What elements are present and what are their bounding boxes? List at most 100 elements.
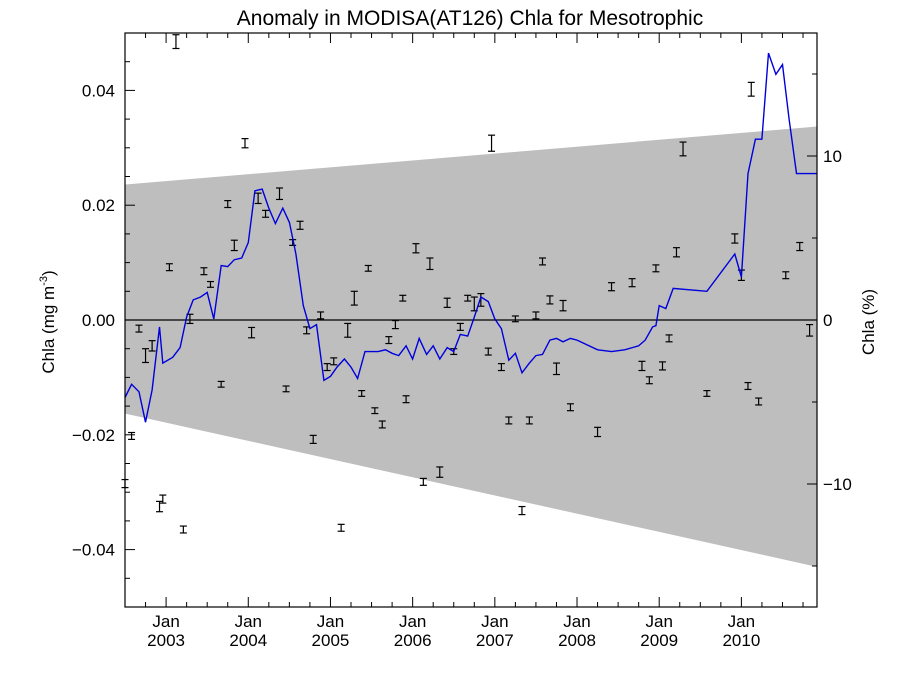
chart-title: Anomaly in MODISA(AT126) Chla for Mesotr…	[237, 7, 703, 30]
error-bar-18	[254, 192, 262, 205]
error-bar-36	[385, 336, 393, 345]
error-bar-20	[276, 187, 284, 201]
error-bar-54	[511, 315, 519, 323]
x-tick-month: Jan	[152, 612, 179, 631]
band-area	[125, 126, 817, 567]
error-bar-35	[378, 420, 386, 429]
y-tick-label: 0.02	[82, 196, 115, 215]
uncertainty-band	[125, 126, 817, 567]
y2-tick-label: 0	[823, 311, 832, 330]
x-tick-month: Jan	[317, 612, 344, 631]
error-bar-58	[539, 257, 547, 266]
error-bar-56	[525, 416, 533, 425]
error-bar-33	[364, 264, 372, 272]
error-bar-29	[337, 523, 345, 532]
x-axis: Jan2003Jan2004Jan2005Jan2006Jan2007Jan20…	[124, 33, 804, 650]
error-bar-39	[402, 395, 410, 404]
error-bar-72	[679, 141, 687, 157]
y-axis-right-label: Chla (%)	[859, 289, 878, 355]
x-tick-month: Jan	[481, 612, 508, 631]
error-bar-47	[464, 294, 472, 302]
error-bar-11	[200, 267, 208, 276]
error-bar-27	[323, 363, 331, 372]
x-tick-month: Jan	[563, 612, 590, 631]
anomaly-line	[124, 52, 817, 423]
error-bar-37	[391, 319, 399, 330]
error-bar-13	[217, 380, 225, 388]
error-bar-12	[206, 280, 214, 288]
error-bar-4	[148, 340, 156, 352]
y2-tick-label: 10	[823, 147, 842, 166]
y-axis-left: 0.04 0.02 0.00 −0.02 −0.04	[72, 32, 135, 608]
error-bar-65	[628, 278, 636, 288]
x-tick-month: Jan	[235, 612, 262, 631]
error-bar-63	[594, 426, 602, 438]
error-bar-7	[165, 263, 173, 272]
error-bar-2	[135, 324, 143, 333]
x-tick-month: Jan	[645, 612, 672, 631]
error-bar-9	[179, 525, 187, 534]
error-bar-50	[484, 347, 492, 356]
x-tick-year: 2009	[640, 631, 678, 650]
y-axis-left-label-main: Chla (mg m	[39, 286, 58, 374]
error-bar-55	[518, 505, 526, 516]
error-bar-28	[330, 357, 338, 366]
error-bar-74	[731, 233, 739, 244]
error-bar-70	[665, 334, 673, 343]
error-bar-26	[317, 311, 325, 320]
error-bar-19	[262, 209, 270, 218]
y-tick-label: −0.02	[72, 426, 115, 445]
error-bar-66	[638, 360, 646, 372]
x-tick-year: 2003	[147, 631, 185, 650]
y-axis-left-label-sup: -3	[38, 276, 50, 286]
error-bar-61	[559, 299, 567, 312]
error-bar-71	[672, 247, 680, 258]
error-bar-76	[744, 381, 752, 391]
x-tick-year: 2006	[394, 631, 432, 650]
error-bar-34	[371, 407, 379, 415]
error-bar-3	[142, 348, 150, 364]
error-bar-21	[282, 385, 290, 393]
error-bar-41	[419, 477, 427, 486]
error-bar-14	[224, 200, 232, 209]
x-tick-month: Jan	[728, 612, 755, 631]
error-bar-69	[658, 361, 666, 371]
anomaly-line-path	[124, 52, 817, 423]
error-bar-31	[350, 290, 358, 306]
error-bar-40	[412, 243, 420, 254]
error-bar-51	[488, 134, 496, 152]
error-bar-80	[796, 241, 804, 252]
error-bar-64	[608, 282, 616, 292]
error-bar-6	[159, 494, 167, 504]
error-bar-67	[645, 376, 653, 385]
error-bar-25	[309, 434, 317, 445]
error-bar-79	[782, 271, 790, 280]
error-bar-32	[358, 390, 366, 397]
x-tick-year: 2008	[558, 631, 596, 650]
error-bar-23	[296, 220, 304, 230]
error-bar-52	[497, 363, 505, 372]
error-bar-15	[230, 239, 238, 252]
error-bar-points	[121, 34, 814, 534]
error-bar-16	[241, 138, 249, 149]
error-bar-60	[552, 362, 560, 376]
error-bar-38	[399, 294, 407, 302]
error-bar-68	[652, 264, 660, 273]
error-bar-43	[436, 466, 444, 478]
error-bar-73	[703, 390, 711, 397]
x-tick-year: 2004	[229, 631, 267, 650]
x-tick-year: 2010	[722, 631, 760, 650]
y-axis-left-label-close: )	[39, 270, 58, 276]
error-bar-62	[566, 403, 574, 412]
y-axis-left-label: Chla (mg m-3)	[38, 270, 58, 373]
x-tick-year: 2007	[476, 631, 514, 650]
error-bar-53	[505, 416, 513, 425]
error-bar-42	[426, 257, 434, 271]
error-bar-59	[546, 295, 554, 305]
x-tick-month: Jan	[399, 612, 426, 631]
error-bar-46	[456, 322, 464, 331]
y-axis-right: 10 0 −10	[807, 73, 852, 567]
y-tick-label: 0.04	[82, 81, 115, 100]
error-bar-1	[128, 431, 136, 440]
